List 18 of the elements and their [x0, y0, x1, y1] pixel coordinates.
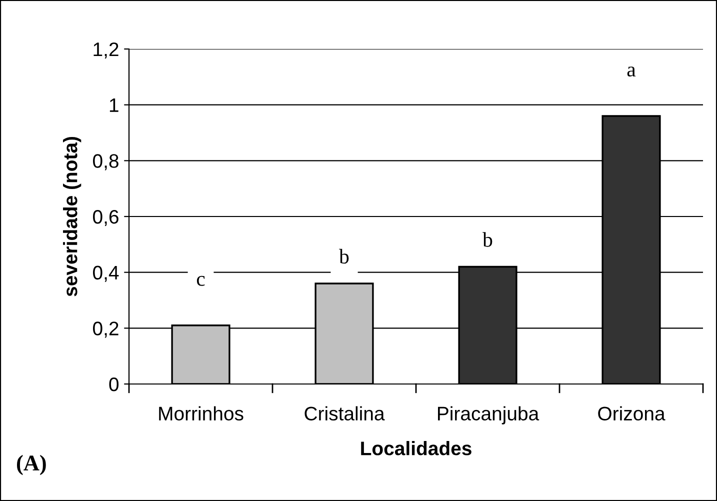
y-axis-title: severidade (nota) — [63, 136, 82, 296]
annotation: c — [196, 276, 205, 286]
y-tick-label: 0,4 — [93, 266, 119, 282]
annotation: b — [482, 232, 492, 247]
y-tick-label: 1 — [110, 98, 118, 112]
annotation: b — [339, 248, 349, 264]
x-tick-label: Orizona — [598, 406, 666, 421]
y-tick-label: 1,2 — [94, 42, 118, 59]
x-tick-label: Morrinhos — [159, 406, 244, 421]
annotation: a — [627, 66, 636, 77]
x-tick-label: Piracanjuba — [438, 406, 540, 424]
x-axis-title: Localidades — [361, 441, 472, 456]
text: (A) — [16, 454, 46, 476]
x-tick-label: Cristalina — [304, 406, 385, 421]
y-tick-label: 0,8 — [93, 154, 118, 170]
y-tick-label: 0,2 — [93, 322, 118, 338]
y-tick-label: 0,6 — [93, 210, 118, 226]
y-tick-label: 0 — [109, 377, 119, 392]
